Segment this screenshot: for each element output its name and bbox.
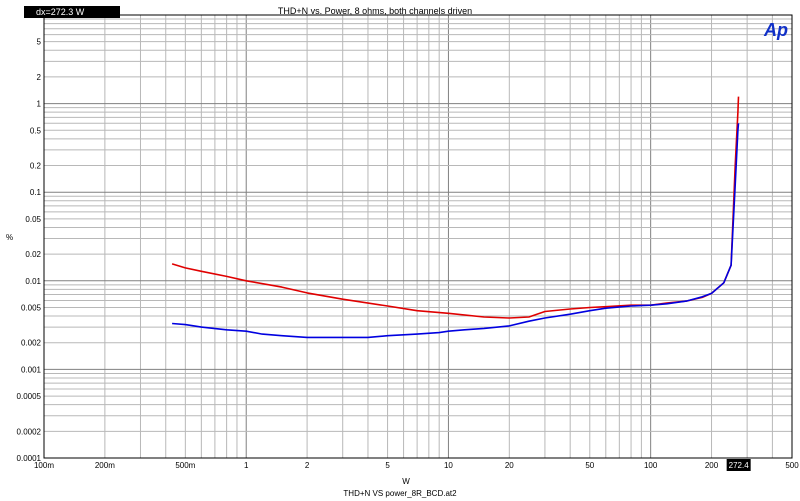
cursor-value: 272.4 [729, 461, 750, 470]
y-tick-label: 0.05 [25, 215, 41, 224]
cursor-value-box [726, 459, 751, 471]
y-tick-label: 5 [37, 38, 42, 47]
y-tick-label: 0.0002 [17, 427, 42, 436]
footer-filename: THD+N VS power_8R_BCD.at2 [343, 489, 457, 498]
ap-logo: Ap [763, 20, 788, 40]
y-tick-label: 1 [37, 100, 42, 109]
x-tick-label: 2 [305, 461, 310, 470]
x-tick-label: 500 [785, 461, 799, 470]
y-tick-label: 0.0005 [17, 392, 42, 401]
grid [43, 15, 793, 459]
y-tick-labels: 105210.50.20.10.050.020.010.0050.0020.00… [17, 11, 42, 463]
x-tick-labels: 100m 200m 500m 1 2 5 10 20 50 100 200 500 [34, 461, 799, 470]
x-tick-label: 500m [175, 461, 195, 470]
x-axis-label: W [402, 477, 410, 486]
y-tick-label: 0.01 [25, 277, 41, 286]
y-tick-label: 0.002 [21, 339, 42, 348]
y-tick-label: 0.005 [21, 303, 42, 312]
x-tick-label: 200m [95, 461, 115, 470]
y-tick-label: 0.0001 [17, 454, 42, 463]
y-tick-label: 0.02 [25, 250, 41, 259]
x-tick-label: 50 [585, 461, 594, 470]
y-tick-label: 2 [37, 73, 42, 82]
y-tick-label: 0.2 [30, 162, 42, 171]
x-tick-label: 10 [444, 461, 453, 470]
x-tick-label: 200 [705, 461, 719, 470]
cursor-readout-box [24, 6, 120, 18]
y-tick-label: 0.1 [30, 188, 42, 197]
y-axis-label: % [6, 233, 13, 242]
x-tick-label: 100 [644, 461, 658, 470]
x-tick-label: 100m [34, 461, 54, 470]
y-tick-label: 0.001 [21, 365, 42, 374]
chart-title: THD+N vs. Power, 8 ohms, both channels d… [278, 6, 472, 16]
cursor-readout: dx=272.3 W [36, 7, 85, 17]
x-tick-label: 5 [385, 461, 390, 470]
series-group [171, 96, 740, 339]
plot-frame [43, 14, 793, 459]
x-tick-label: 1 [244, 461, 249, 470]
x-tick-label: 20 [505, 461, 514, 470]
y-tick-label: 0.5 [30, 126, 42, 135]
series-line-2 [172, 123, 740, 339]
